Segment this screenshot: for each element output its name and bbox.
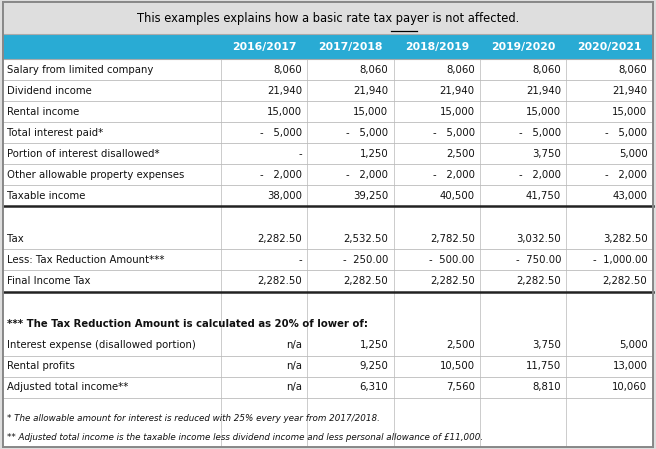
Text: 2,500: 2,500 xyxy=(446,149,475,159)
Text: Total interest paid*: Total interest paid* xyxy=(7,128,104,138)
Text: 8,060: 8,060 xyxy=(446,65,475,75)
Text: 2,282.50: 2,282.50 xyxy=(603,276,647,286)
Text: 21,940: 21,940 xyxy=(526,86,561,96)
Text: 1,250: 1,250 xyxy=(359,340,388,350)
Text: 3,032.50: 3,032.50 xyxy=(516,234,561,244)
Text: 2,282.50: 2,282.50 xyxy=(516,276,561,286)
Text: -  500.00: - 500.00 xyxy=(429,255,475,265)
Text: -   2,000: - 2,000 xyxy=(433,170,475,180)
Text: Rental income: Rental income xyxy=(7,107,79,117)
Text: Taxable income: Taxable income xyxy=(7,191,85,201)
Text: 2,532.50: 2,532.50 xyxy=(344,234,388,244)
Text: 15,000: 15,000 xyxy=(612,107,647,117)
Text: Interest expense (disallowed portion): Interest expense (disallowed portion) xyxy=(7,340,196,350)
Text: 7,560: 7,560 xyxy=(445,382,475,392)
Text: 2016/2017: 2016/2017 xyxy=(232,42,297,52)
Text: Rental profits: Rental profits xyxy=(7,361,75,371)
Text: -   5,000: - 5,000 xyxy=(260,128,302,138)
Text: ** Adjusted total income is the taxable income less dividend income and less per: ** Adjusted total income is the taxable … xyxy=(7,433,483,442)
Text: 2020/2021: 2020/2021 xyxy=(577,42,642,52)
Text: -   2,000: - 2,000 xyxy=(260,170,302,180)
Bar xyxy=(3,34,653,59)
Text: 21,940: 21,940 xyxy=(267,86,302,96)
Text: -   2,000: - 2,000 xyxy=(605,170,647,180)
Text: n/a: n/a xyxy=(286,361,302,371)
Text: *** The Tax Reduction Amount is calculated as 20% of lower of:: *** The Tax Reduction Amount is calculat… xyxy=(7,319,368,329)
Text: 10,060: 10,060 xyxy=(612,382,647,392)
Text: -: - xyxy=(298,149,302,159)
Text: 2,782.50: 2,782.50 xyxy=(430,234,475,244)
Bar xyxy=(3,59,653,447)
Text: 2,282.50: 2,282.50 xyxy=(430,276,475,286)
Text: * The allowable amount for interest is reduced with 25% every year from 2017/201: * The allowable amount for interest is r… xyxy=(7,414,380,423)
Text: 1,250: 1,250 xyxy=(359,149,388,159)
Text: 2017/2018: 2017/2018 xyxy=(318,42,382,52)
Text: -  250.00: - 250.00 xyxy=(343,255,388,265)
Text: -   5,000: - 5,000 xyxy=(432,128,475,138)
Text: -   2,000: - 2,000 xyxy=(519,170,561,180)
Text: 5,000: 5,000 xyxy=(619,340,647,350)
Text: Dividend income: Dividend income xyxy=(7,86,92,96)
Text: 43,000: 43,000 xyxy=(613,191,647,201)
Text: -   5,000: - 5,000 xyxy=(519,128,561,138)
Text: Less: Tax Reduction Amount***: Less: Tax Reduction Amount*** xyxy=(7,255,165,265)
Text: 3,282.50: 3,282.50 xyxy=(603,234,647,244)
Text: Other allowable property expenses: Other allowable property expenses xyxy=(7,170,184,180)
Text: 5,000: 5,000 xyxy=(619,149,647,159)
Text: 8,060: 8,060 xyxy=(619,65,647,75)
Text: 15,000: 15,000 xyxy=(440,107,475,117)
Text: Adjusted total income**: Adjusted total income** xyxy=(7,382,129,392)
Text: n/a: n/a xyxy=(286,382,302,392)
Text: 8,060: 8,060 xyxy=(533,65,561,75)
Text: 2019/2020: 2019/2020 xyxy=(491,42,556,52)
Text: 2,282.50: 2,282.50 xyxy=(257,276,302,286)
Text: 21,940: 21,940 xyxy=(440,86,475,96)
Text: 38,000: 38,000 xyxy=(267,191,302,201)
Text: 3,750: 3,750 xyxy=(532,149,561,159)
Text: Final Income Tax: Final Income Tax xyxy=(7,276,91,286)
Text: 2,282.50: 2,282.50 xyxy=(344,276,388,286)
Text: 13,000: 13,000 xyxy=(613,361,647,371)
Text: 2,282.50: 2,282.50 xyxy=(257,234,302,244)
Text: -   5,000: - 5,000 xyxy=(346,128,388,138)
Text: Portion of interest disallowed*: Portion of interest disallowed* xyxy=(7,149,160,159)
Text: n/a: n/a xyxy=(286,340,302,350)
Text: 3,750: 3,750 xyxy=(532,340,561,350)
Text: Salary from limited company: Salary from limited company xyxy=(7,65,154,75)
Text: 40,500: 40,500 xyxy=(440,191,475,201)
Text: 6,310: 6,310 xyxy=(359,382,388,392)
Text: 10,500: 10,500 xyxy=(440,361,475,371)
Text: -   2,000: - 2,000 xyxy=(346,170,388,180)
Text: -   5,000: - 5,000 xyxy=(605,128,647,138)
Text: 8,060: 8,060 xyxy=(273,65,302,75)
Text: 15,000: 15,000 xyxy=(353,107,388,117)
Text: 15,000: 15,000 xyxy=(526,107,561,117)
Text: 8,810: 8,810 xyxy=(533,382,561,392)
Bar xyxy=(3,2,653,34)
Text: -  750.00: - 750.00 xyxy=(516,255,561,265)
Text: 9,250: 9,250 xyxy=(359,361,388,371)
Text: -: - xyxy=(298,255,302,265)
Text: -  1,000.00: - 1,000.00 xyxy=(593,255,647,265)
Text: 41,750: 41,750 xyxy=(526,191,561,201)
Text: This examples explains how a basic rate tax payer is not affected.: This examples explains how a basic rate … xyxy=(137,12,519,25)
Text: 2,500: 2,500 xyxy=(446,340,475,350)
Text: 15,000: 15,000 xyxy=(267,107,302,117)
Text: 2018/2019: 2018/2019 xyxy=(405,42,469,52)
Text: 11,750: 11,750 xyxy=(526,361,561,371)
Text: 21,940: 21,940 xyxy=(353,86,388,96)
Text: Tax: Tax xyxy=(7,234,24,244)
Text: 21,940: 21,940 xyxy=(612,86,647,96)
Text: 39,250: 39,250 xyxy=(353,191,388,201)
Text: 8,060: 8,060 xyxy=(359,65,388,75)
